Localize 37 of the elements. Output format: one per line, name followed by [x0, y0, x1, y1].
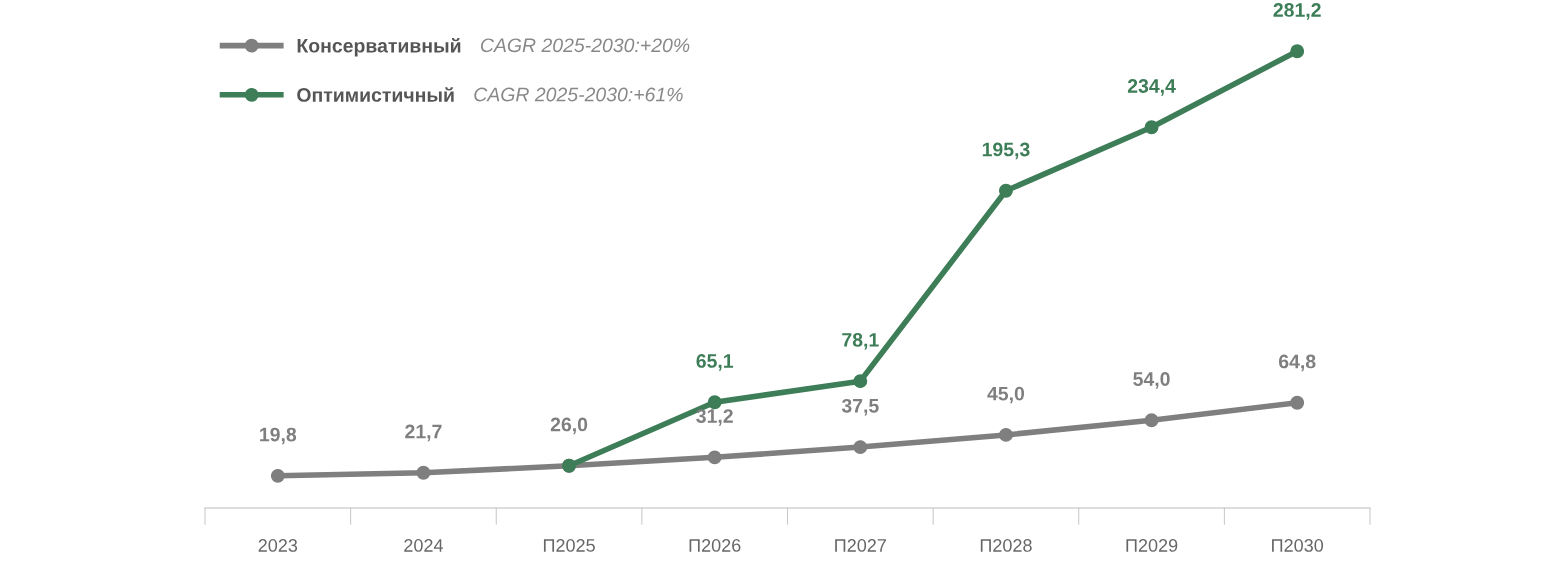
- data-label: 26,0: [550, 417, 588, 435]
- data-label: 54,0: [1133, 372, 1170, 389]
- x-tick-label: П2029: [1126, 539, 1178, 552]
- data-label: 64,8: [1278, 354, 1316, 372]
- x-tick-label: П2025: [543, 539, 595, 552]
- legend-label: Консервативный: [297, 37, 461, 57]
- point: [998, 427, 1013, 442]
- annotation: CAGR 2025-2030:+61%: [474, 87, 683, 102]
- x-tick-label: П2027: [835, 539, 886, 552]
- x-tick-label: П2030: [1272, 539, 1324, 552]
- point: [1290, 44, 1305, 59]
- point: [416, 465, 431, 480]
- x-tick-label: 2024: [404, 539, 443, 552]
- point: [1144, 413, 1159, 428]
- data-label: 78,1: [842, 332, 879, 350]
- point: [1144, 120, 1159, 135]
- data-label: 45,0: [987, 386, 1025, 404]
- data-label: 21,7: [405, 424, 442, 442]
- point: [1290, 395, 1305, 410]
- data-label: 234,4: [1127, 79, 1176, 96]
- x-tick-label: П2026: [689, 539, 741, 552]
- data-label: 281,2: [1273, 3, 1321, 20]
- x-tick-label: П2028: [980, 539, 1032, 552]
- data-label: 195,3: [982, 142, 1030, 160]
- point: [707, 395, 722, 410]
- annotation: CAGR 2025-2030:+20%: [480, 38, 690, 53]
- x-tick-label: 2023: [258, 539, 298, 552]
- point: [853, 440, 868, 455]
- data-label: 19,8: [260, 427, 297, 445]
- legend-label: Оптимистичный: [297, 87, 454, 102]
- point: [707, 450, 722, 465]
- data-label: 31,2: [696, 409, 733, 426]
- point: [998, 183, 1013, 198]
- data-label: 37,5: [841, 398, 879, 416]
- data-label: 65,1: [696, 354, 734, 371]
- point: [270, 468, 285, 483]
- point: [853, 374, 868, 389]
